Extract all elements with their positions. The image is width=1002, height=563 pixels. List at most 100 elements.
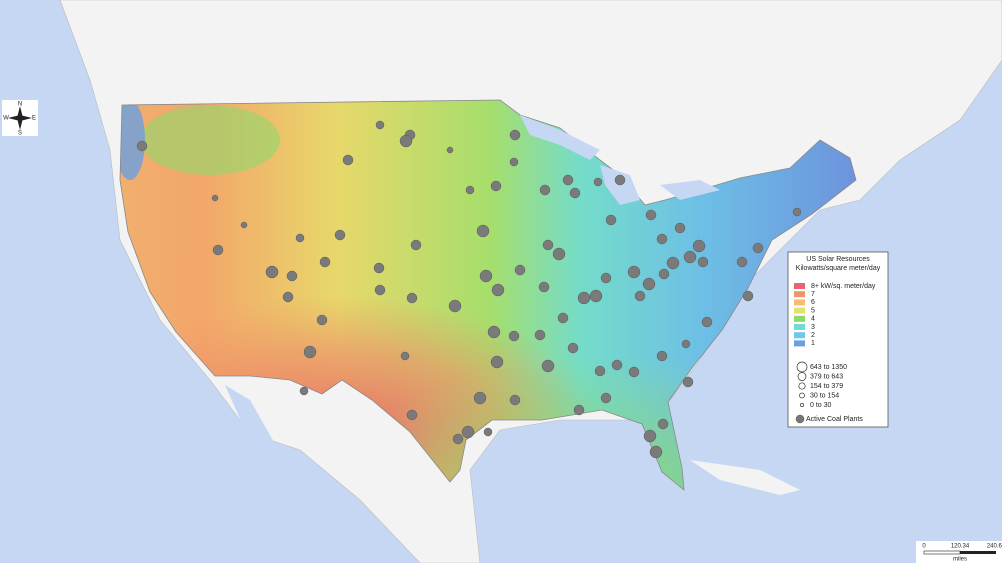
coal-plant	[742, 290, 754, 302]
coal-plant	[697, 256, 709, 268]
legend-box	[787, 251, 889, 428]
plant-size-label: 379 to 643	[810, 373, 843, 380]
coal-plant	[634, 290, 646, 302]
coal-plant	[479, 269, 493, 283]
coal-plant	[483, 427, 493, 437]
compass-s: S	[18, 131, 22, 137]
coal-plant	[683, 250, 697, 264]
coal-plant	[303, 345, 317, 359]
solar-swatch	[794, 291, 805, 298]
legend-coal-label: Active Coal Plants	[806, 416, 863, 423]
coal-plant	[658, 268, 670, 280]
plant-size-label: 0 to 30	[810, 402, 832, 409]
coal-plant	[446, 146, 454, 154]
coal-plant	[752, 242, 764, 254]
coal-plant	[600, 392, 612, 404]
coal-plant	[461, 425, 475, 439]
coal-plant	[334, 229, 346, 241]
coal-plant	[319, 256, 331, 268]
coal-plant	[682, 376, 694, 388]
solar-swatch	[794, 340, 805, 347]
scale-segment	[960, 551, 996, 554]
gulf-of-california	[225, 385, 300, 520]
coal-plant	[400, 351, 410, 361]
coal-plant	[541, 359, 555, 373]
solar-label: 4	[811, 316, 815, 323]
plant-size-label: 154 to 379	[810, 383, 843, 390]
solar-swatch	[794, 283, 805, 289]
coal-plant	[316, 314, 328, 326]
solar-label: 3	[811, 324, 815, 331]
scale-labels: 0 120.34 240.67	[922, 544, 1002, 550]
coal-plant	[567, 342, 579, 354]
scale-tick-label: 120.34	[951, 544, 970, 550]
coal-plant	[534, 329, 546, 341]
scale-segment	[923, 550, 961, 555]
coal-plants	[136, 120, 802, 459]
compass-w: W	[3, 116, 9, 122]
solar-label: 6	[811, 299, 815, 306]
coal-plant	[473, 391, 487, 405]
coal-plant	[508, 330, 520, 342]
coal-plant	[628, 366, 640, 378]
plant-size-swatch	[798, 382, 806, 390]
coal-plant	[476, 224, 490, 238]
plant-size-swatch	[799, 392, 805, 399]
coal-plant	[514, 264, 526, 276]
coal-plant	[674, 222, 686, 234]
scale-unit: miles	[953, 557, 967, 563]
coal-plant	[645, 209, 657, 221]
plant-size-swatch	[797, 372, 807, 381]
coal-plant	[490, 355, 504, 369]
coal-plant	[642, 277, 656, 291]
legend-subtitle: Kilowatts/square meter/day	[796, 265, 881, 272]
coal-plant	[295, 233, 305, 243]
coal-plant	[448, 299, 462, 313]
coal-plant	[681, 339, 691, 349]
coal-plant	[491, 283, 505, 297]
coal-plant	[656, 233, 668, 245]
compass-e: E	[32, 116, 36, 122]
plant-size-label: 30 to 154	[810, 392, 839, 399]
solar-label: 2	[811, 332, 815, 339]
solar-swatch	[794, 307, 805, 314]
coal-plant	[539, 184, 551, 196]
solar-swatch	[794, 324, 805, 330]
solar-label: 8+ kW/sq. meter/day	[811, 283, 876, 290]
coal-plant	[240, 221, 248, 229]
solar-swatch	[794, 299, 805, 306]
coal-plant	[666, 256, 680, 270]
solar-swatch	[794, 332, 805, 339]
coal-plant	[465, 185, 475, 195]
coal-plant	[487, 325, 501, 339]
solar-swatch	[794, 315, 805, 322]
coal-plant	[736, 256, 748, 268]
coal-plant	[656, 350, 668, 362]
coal-plant-swatch	[795, 414, 805, 424]
coal-plant	[577, 291, 591, 305]
coal-plant	[136, 140, 148, 152]
legend: US Solar Resources Kilowatts/square mete…	[787, 251, 889, 428]
solar-label: 5	[811, 307, 815, 314]
compass-n: N	[18, 102, 22, 108]
coal-plant	[562, 174, 574, 186]
coal-plant	[342, 154, 354, 166]
coal-plant	[614, 174, 626, 186]
coal-plant	[375, 120, 385, 130]
coal-plant	[692, 239, 706, 253]
plant-size-swatch	[800, 403, 804, 407]
coal-plant	[657, 418, 669, 430]
coal-plant	[552, 247, 566, 261]
coal-plant	[593, 177, 603, 187]
scale-tick-label: 0	[922, 544, 926, 550]
solar-northwest	[140, 105, 280, 175]
coal-plant	[399, 134, 413, 148]
coal-plant	[509, 394, 521, 406]
great-lakes	[520, 115, 720, 205]
coal-plant	[406, 292, 418, 304]
coal-plant	[605, 214, 617, 226]
coal-plant	[538, 281, 550, 293]
coal-plant	[211, 194, 219, 202]
cuba	[690, 460, 800, 495]
